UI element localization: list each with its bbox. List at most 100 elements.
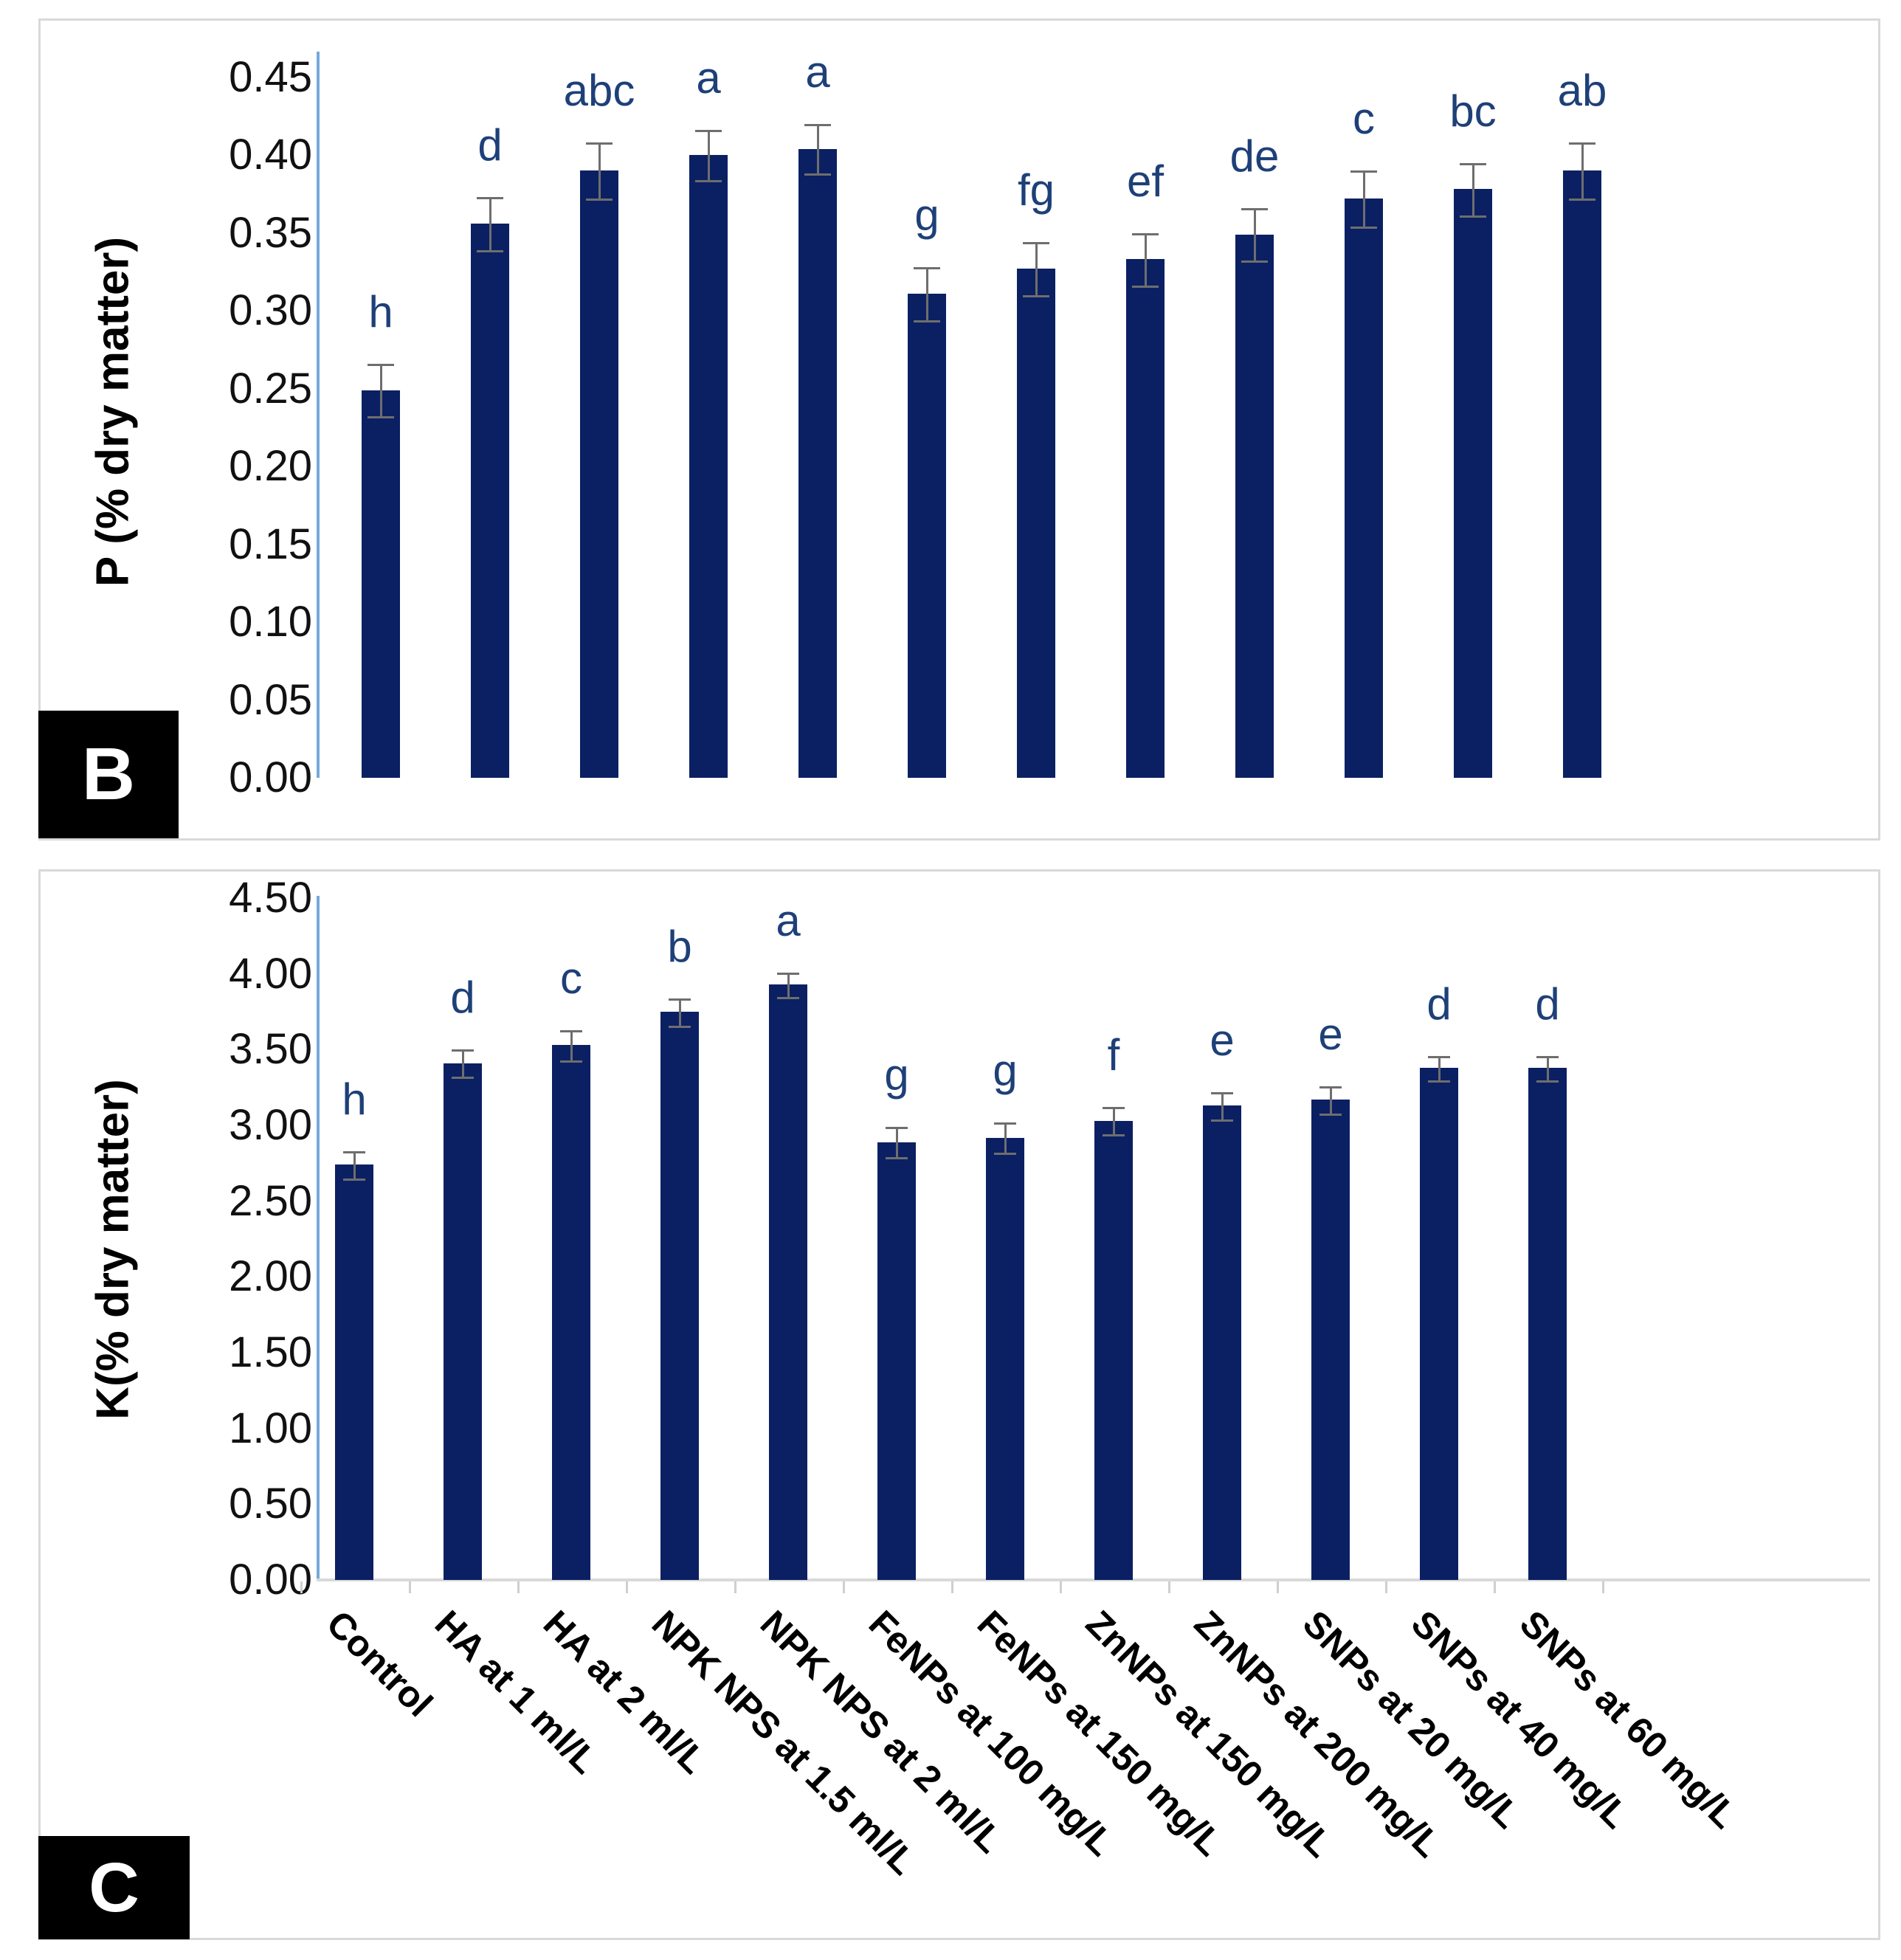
error-bar-line <box>1144 232 1147 286</box>
y-tick-label: 4.00 <box>229 949 312 998</box>
error-bar-cap-top <box>586 142 613 145</box>
y-tick-label: 0.00 <box>229 753 312 801</box>
error-bar-cap-top <box>452 1049 474 1052</box>
axis-tick <box>1276 1581 1279 1593</box>
error-bar-line <box>461 1049 464 1077</box>
sig-letter: d <box>477 120 503 170</box>
sig-letter: g <box>884 1050 909 1100</box>
panel-c: K(% dry matter) 4.50 4.00 3.50 3.00 2.50 2.00… <box>38 869 1880 1940</box>
axis-tick <box>1167 1581 1170 1593</box>
error-bar-line <box>1035 242 1038 295</box>
error-bar-cap-bottom <box>1319 1113 1342 1116</box>
y-tick-label: 2.00 <box>229 1252 312 1301</box>
sig-letter: ab <box>1557 66 1607 116</box>
y-tick-label: 0.05 <box>229 675 312 724</box>
y-tick-label: 0.45 <box>229 52 312 101</box>
error-bar-cap-top <box>1132 232 1159 235</box>
axis-tick <box>300 1581 303 1593</box>
axis-tick <box>1384 1581 1387 1593</box>
bar <box>471 223 509 778</box>
error-bar-cap-bottom <box>777 996 799 999</box>
sig-letter: d <box>1426 979 1452 1029</box>
bar <box>1454 189 1492 778</box>
bar <box>1126 259 1165 778</box>
error-bar-cap-top <box>994 1122 1016 1125</box>
panel-label-c: C <box>38 1836 190 1939</box>
error-bar-line <box>1362 170 1365 227</box>
error-bar-cap-top <box>1536 1055 1559 1058</box>
error-bar-cap-bottom <box>1211 1119 1233 1122</box>
y-tick-label: 0.40 <box>229 131 312 179</box>
bar <box>362 390 400 778</box>
error-bar-line <box>925 266 928 320</box>
error-bar-cap-bottom <box>586 199 613 201</box>
error-bar-cap-top <box>1350 170 1377 173</box>
bar <box>689 155 728 778</box>
axis-tick <box>625 1581 628 1593</box>
y-tick-label: 4.50 <box>229 874 312 922</box>
sig-letter: ef <box>1126 156 1165 206</box>
y-tick-label: 0.30 <box>229 286 312 334</box>
error-bar-cap-top <box>343 1151 365 1153</box>
sig-letter: g <box>914 190 939 240</box>
error-bar-cap-top <box>1460 162 1486 165</box>
error-bar-cap-bottom <box>1350 227 1377 230</box>
axis-tick <box>517 1581 520 1593</box>
error-bar-cap-bottom <box>1428 1080 1450 1083</box>
error-bar-cap-bottom <box>477 249 503 252</box>
error-bar-line <box>1253 207 1256 261</box>
sig-letter: fg <box>1017 165 1055 215</box>
y-tick-label: 0.10 <box>229 598 312 646</box>
error-bar-cap-bottom <box>886 1157 908 1160</box>
y-axis-title-c: K(% dry matter) <box>87 1079 139 1420</box>
error-bar-cap-top <box>1023 242 1049 245</box>
y-tick-label: 0.25 <box>229 364 312 413</box>
error-bar-line <box>787 972 790 997</box>
sig-letter: b <box>667 921 692 971</box>
sig-letter: c <box>1353 94 1375 144</box>
y-tick-label: 0.15 <box>229 520 312 568</box>
axis-tick <box>1493 1581 1496 1593</box>
bar <box>444 1063 482 1580</box>
y-tick-label: 0.50 <box>229 1480 312 1528</box>
bar <box>1311 1100 1350 1580</box>
bar <box>1017 269 1055 778</box>
bar <box>798 148 837 778</box>
error-bar-cap-top <box>777 972 799 975</box>
x-axis-line-c <box>317 1578 1870 1581</box>
bar <box>335 1164 373 1580</box>
bar <box>1420 1068 1458 1580</box>
error-bar-cap-bottom <box>1241 260 1268 263</box>
error-bar-line <box>1112 1107 1115 1135</box>
bar <box>552 1045 590 1580</box>
error-bar-line <box>598 142 601 199</box>
error-bar-line <box>1438 1055 1441 1080</box>
sig-letter: h <box>368 286 393 337</box>
error-bar-line <box>895 1127 898 1158</box>
y-tick-label: 1.50 <box>229 1328 312 1377</box>
sig-letter: abc <box>563 66 635 116</box>
error-bar-line <box>1004 1122 1007 1153</box>
axis-tick <box>950 1581 953 1593</box>
error-bar-cap-bottom <box>1132 286 1159 289</box>
sig-letter: a <box>696 53 721 103</box>
error-bar-cap-top <box>669 998 691 1001</box>
y-axis-line-b <box>317 52 320 778</box>
panel-label-b: B <box>38 711 179 838</box>
sig-letter: f <box>1107 1030 1120 1080</box>
sig-letter: h <box>342 1074 367 1124</box>
sig-letter: c <box>560 953 582 1003</box>
error-bar-cap-bottom <box>804 173 831 176</box>
sig-letter: a <box>776 895 801 945</box>
error-bar-cap-bottom <box>1460 215 1486 218</box>
y-tick-label: 3.00 <box>229 1101 312 1150</box>
error-bar-cap-top <box>1211 1091 1233 1094</box>
error-bar-line <box>707 130 710 180</box>
error-bar-cap-top <box>560 1029 582 1032</box>
sig-letter: de <box>1229 131 1280 181</box>
sig-letter: e <box>1210 1015 1235 1065</box>
bar <box>1528 1068 1567 1580</box>
error-bar-line <box>1581 142 1584 199</box>
error-bar-cap-top <box>1319 1086 1342 1088</box>
bar <box>908 293 946 778</box>
